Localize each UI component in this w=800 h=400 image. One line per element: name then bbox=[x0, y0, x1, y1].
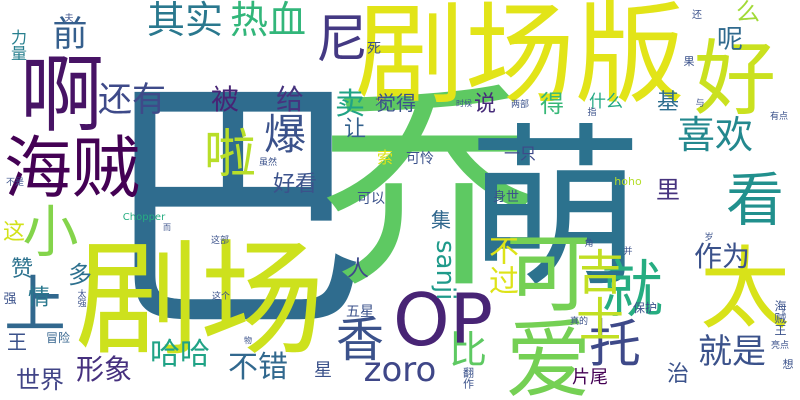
cloud-word: 治 bbox=[666, 362, 689, 387]
cloud-word: 翻作 bbox=[461, 367, 475, 389]
cloud-word: 这个 bbox=[211, 291, 230, 302]
cloud-word: 王 bbox=[7, 330, 27, 354]
cloud-word: 尼 bbox=[315, 10, 368, 70]
cloud-word: 还有 bbox=[98, 80, 166, 120]
cloud-word: 吉士 bbox=[567, 247, 623, 343]
cloud-word: 可怜 bbox=[406, 151, 434, 167]
cloud-word: 星 bbox=[314, 360, 332, 381]
cloud-word: 亮点 bbox=[770, 340, 789, 351]
cloud-word: 一只 bbox=[503, 144, 536, 163]
cloud-word: 乔 bbox=[319, 62, 540, 318]
cloud-word: 世界 bbox=[16, 366, 64, 394]
cloud-word: 么 bbox=[736, 0, 760, 26]
cloud-word: 死 bbox=[367, 41, 381, 57]
cloud-word: 身世 bbox=[492, 189, 519, 205]
cloud-word: 夫 bbox=[64, 13, 74, 24]
cloud-word: 里 bbox=[656, 176, 680, 204]
cloud-word: 而 bbox=[163, 223, 171, 232]
cloud-word: 太 bbox=[700, 237, 790, 342]
cloud-word: 作为 bbox=[693, 240, 750, 273]
cloud-word: 啊 bbox=[19, 46, 104, 144]
cloud-word: 就是 bbox=[698, 332, 766, 372]
cloud-word: 可爱 bbox=[490, 228, 590, 400]
cloud-word: 不是 bbox=[5, 177, 24, 188]
cloud-word: 哈哈 bbox=[150, 337, 210, 372]
cloud-word: 多 bbox=[68, 261, 92, 289]
cloud-word: 剧场版 bbox=[355, 0, 685, 119]
cloud-word: 海贼 bbox=[3, 130, 140, 209]
cloud-word: 啦 bbox=[203, 125, 256, 185]
cloud-word: 香 bbox=[335, 312, 384, 368]
cloud-word: 看 bbox=[725, 166, 784, 234]
cloud-word: 冒险 bbox=[45, 331, 70, 345]
cloud-word: 时候 bbox=[456, 99, 472, 108]
cloud-word: 就 bbox=[600, 253, 663, 326]
cloud-word: 得 bbox=[540, 90, 564, 118]
cloud-word: 索 bbox=[376, 148, 393, 167]
cloud-word: 真的 bbox=[569, 316, 588, 327]
cloud-word: sanji bbox=[430, 239, 460, 301]
cloud-word: 角 bbox=[584, 238, 594, 249]
cloud-word: 给 bbox=[275, 83, 304, 116]
cloud-word: 其实 bbox=[146, 0, 223, 42]
cloud-word: 想 bbox=[782, 357, 794, 371]
cloud-word: 物 bbox=[244, 336, 252, 345]
cloud-word: zoro bbox=[363, 350, 437, 390]
cloud-word: 说 bbox=[473, 92, 496, 117]
cloud-word: 太强 bbox=[75, 289, 86, 307]
cloud-word: 前 bbox=[52, 14, 88, 55]
cloud-word: 比 bbox=[448, 328, 487, 372]
cloud-word: 托 bbox=[588, 315, 641, 375]
cloud-word: 基 bbox=[656, 90, 679, 115]
cloud-word: 好 bbox=[693, 32, 776, 127]
cloud-word: 五星 bbox=[346, 304, 374, 320]
cloud-word: hoho bbox=[614, 174, 642, 188]
cloud-word: 喜欢 bbox=[676, 113, 753, 157]
cloud-word: 形象 bbox=[75, 353, 132, 386]
cloud-word: 指 bbox=[587, 107, 597, 118]
cloud-word: 什么 bbox=[589, 91, 623, 112]
cloud-word: 海贼王 bbox=[773, 300, 787, 336]
cloud-word: 可以 bbox=[357, 191, 385, 207]
cloud-word: 赞 bbox=[10, 257, 33, 282]
cloud-word: 这 bbox=[2, 220, 25, 245]
cloud-word: 小 bbox=[13, 202, 78, 258]
cloud-word: 并 bbox=[623, 246, 633, 257]
cloud-word: 不错 bbox=[228, 350, 288, 385]
cloud-word: 热血 bbox=[229, 0, 306, 42]
cloud-word: 片尾 bbox=[572, 367, 608, 388]
cloud-word: 保护 bbox=[632, 301, 657, 315]
cloud-word: 虽然 bbox=[258, 157, 277, 168]
cloud-word: 两部 bbox=[510, 99, 529, 110]
cloud-word: 不过 bbox=[483, 235, 518, 295]
cloud-word: 这部 bbox=[210, 235, 229, 246]
cloud-word: 与 bbox=[695, 98, 705, 109]
cloud-word: 卖 bbox=[335, 87, 365, 122]
cloud-word: Chopper bbox=[122, 212, 166, 223]
cloud-word: OP bbox=[392, 278, 494, 362]
cloud-word: 让 bbox=[343, 117, 366, 142]
cloud-word: 呢 bbox=[716, 25, 743, 55]
cloud-word: 萌 bbox=[467, 108, 643, 312]
cloud-word: 爆 bbox=[263, 110, 306, 159]
cloud-word: 不 bbox=[374, 97, 387, 111]
cloud-word: 还 bbox=[692, 10, 702, 21]
cloud-word: 情 bbox=[24, 285, 49, 307]
cloud-word: 人 bbox=[346, 257, 369, 282]
cloud-word: 剧场 bbox=[75, 227, 325, 373]
cloud-word: 好看 bbox=[272, 172, 317, 197]
cloud-word: 强 bbox=[3, 291, 17, 307]
cloud-word: 上 bbox=[3, 268, 66, 341]
cloud-word: 岁 bbox=[704, 232, 714, 243]
cloud-word: 集 bbox=[431, 208, 451, 232]
cloud-word: 果 bbox=[683, 54, 695, 68]
cloud-word: 被 bbox=[210, 83, 239, 116]
cloud-word: 力量 bbox=[8, 29, 27, 61]
cloud-word: 觉得 bbox=[376, 91, 416, 115]
cloud-word: 有点 bbox=[769, 111, 788, 122]
cloud-word: 巴 bbox=[100, 52, 370, 367]
